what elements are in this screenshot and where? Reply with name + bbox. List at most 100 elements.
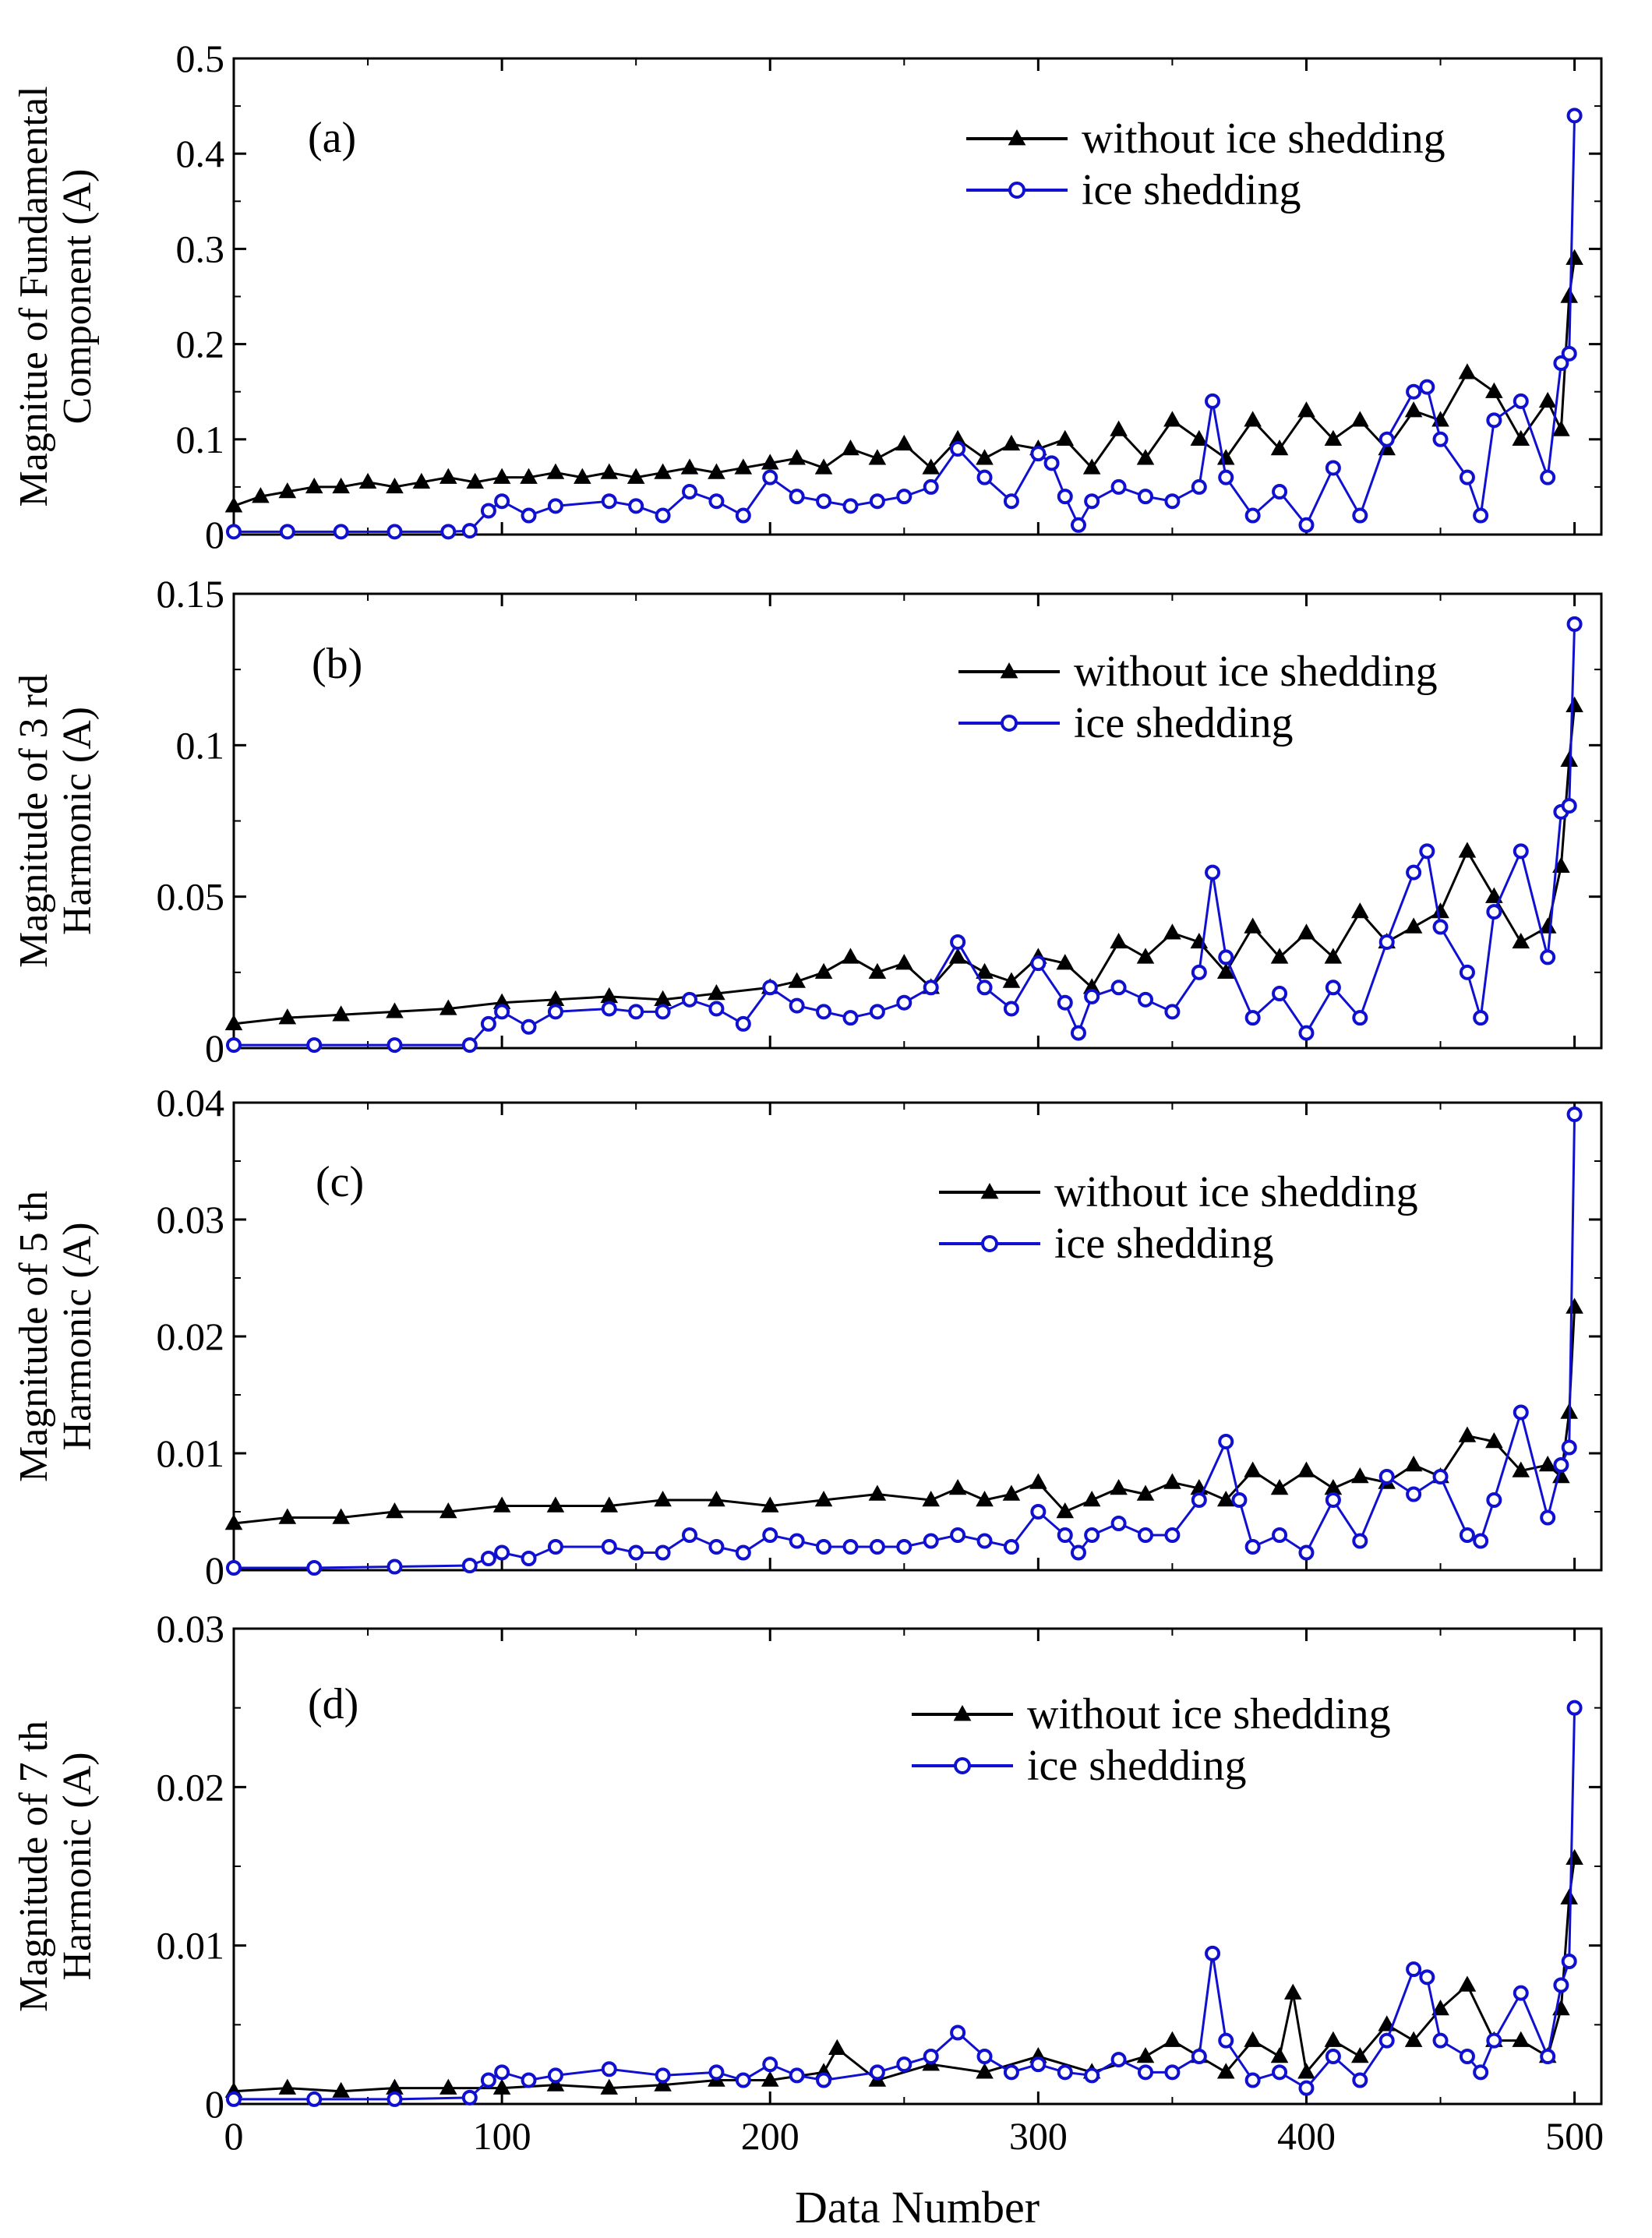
y-tick-label: 0.04	[157, 1081, 225, 1124]
data-point	[1298, 2080, 1315, 2096]
data-point	[976, 1490, 994, 1507]
data-point	[1084, 1527, 1100, 1543]
data-point	[976, 449, 994, 465]
data-point	[1191, 1492, 1207, 1508]
data-point	[1297, 401, 1315, 418]
data-point	[896, 994, 912, 1011]
data-point	[816, 1539, 832, 1555]
data-point	[1350, 411, 1369, 427]
data-point	[814, 962, 833, 980]
legend-label-ice: ice shedding	[1027, 1742, 1246, 1790]
y-axis-label: Magnitude of 5 th	[12, 1191, 56, 1482]
data-point	[1003, 1539, 1019, 1555]
data-point	[1378, 2032, 1395, 2049]
data-point	[1244, 2031, 1262, 2047]
legend-label-ice: ice shedding	[1082, 166, 1301, 214]
data-point	[1163, 2031, 1181, 2047]
data-point	[1272, 986, 1288, 1002]
data-point	[1110, 420, 1128, 436]
data-point	[761, 2070, 779, 2087]
data-point	[600, 987, 619, 1004]
data-point	[1566, 108, 1583, 124]
data-point	[332, 2081, 350, 2098]
x-tick-label: 200	[741, 2114, 800, 2158]
data-point	[1002, 1484, 1021, 1501]
y-axis-label: Magnitude of 7 th	[12, 1721, 56, 2012]
data-point	[842, 948, 860, 964]
data-point	[1419, 379, 1435, 395]
data-point	[547, 1004, 563, 1020]
data-point	[680, 458, 699, 475]
data-point	[735, 1544, 751, 1561]
data-point	[1473, 2064, 1489, 2081]
x-tick-label: 300	[1009, 2114, 1068, 2158]
data-point	[1244, 411, 1262, 427]
data-point	[1136, 948, 1155, 964]
data-point	[1270, 2046, 1289, 2063]
data-point	[386, 477, 404, 494]
data-point	[842, 1010, 859, 1026]
y-tick-label: 0	[205, 1026, 224, 1070]
y-tick-label: 0.01	[157, 1924, 225, 1968]
data-point	[601, 1539, 617, 1555]
data-point	[1325, 460, 1341, 476]
data-point	[1406, 864, 1422, 881]
data-point	[226, 524, 242, 540]
data-point	[1138, 489, 1153, 505]
data-point	[1191, 2049, 1207, 2064]
data-point	[923, 478, 939, 495]
data-point	[1560, 1888, 1579, 1904]
data-point	[480, 1015, 496, 1032]
data-point	[1350, 1467, 1369, 1484]
data-point	[762, 980, 778, 996]
data-point	[492, 1496, 511, 1513]
legend-label-without: without ice shedding	[1074, 648, 1438, 696]
data-point	[627, 468, 645, 484]
series-ice	[226, 616, 1583, 1054]
data-point	[1566, 249, 1583, 265]
data-point	[1432, 431, 1449, 447]
data-point	[1029, 1473, 1047, 1489]
data-point	[1272, 2064, 1288, 2081]
data-point	[1136, 449, 1155, 465]
data-point	[788, 972, 806, 988]
data-point	[600, 1496, 619, 1513]
y-axis-label: Harmonic (A)	[55, 707, 100, 935]
data-point	[358, 472, 377, 489]
data-point	[1070, 517, 1086, 533]
data-point	[521, 2072, 537, 2088]
data-point	[1231, 1492, 1248, 1508]
data-point	[1138, 1527, 1153, 1543]
data-point	[1084, 493, 1100, 510]
data-point	[546, 463, 565, 479]
data-point	[976, 962, 994, 980]
y-tick-label: 0.03	[157, 1198, 225, 1241]
data-point	[1244, 917, 1262, 934]
data-point	[601, 1001, 617, 1017]
data-point	[1164, 1004, 1181, 1020]
data-point	[1298, 517, 1315, 533]
legend-label-without: without ice shedding	[1082, 115, 1446, 163]
data-point	[1163, 923, 1181, 940]
data-point	[1513, 1985, 1529, 2001]
y-axis-label: Magnitude of 3 rd	[12, 674, 56, 968]
data-point	[387, 524, 403, 540]
data-point	[1458, 1426, 1477, 1442]
panel-label: (d)	[308, 1680, 358, 1728]
data-point	[1566, 1848, 1583, 1866]
data-point	[842, 1539, 859, 1555]
data-point	[461, 2089, 478, 2106]
data-point	[1459, 2049, 1475, 2064]
data-point	[1283, 1983, 1302, 2000]
data-point	[224, 1513, 243, 1530]
series-without	[224, 249, 1583, 513]
data-point	[1419, 843, 1435, 860]
data-point	[868, 1484, 887, 1501]
y-tick-label: 0.05	[157, 875, 225, 919]
series-without	[224, 696, 1583, 1031]
y-axis-label: Component (A)	[55, 169, 100, 425]
data-point	[1512, 932, 1530, 949]
data-point	[789, 997, 805, 1014]
data-point	[332, 477, 350, 494]
data-point	[1272, 484, 1288, 500]
